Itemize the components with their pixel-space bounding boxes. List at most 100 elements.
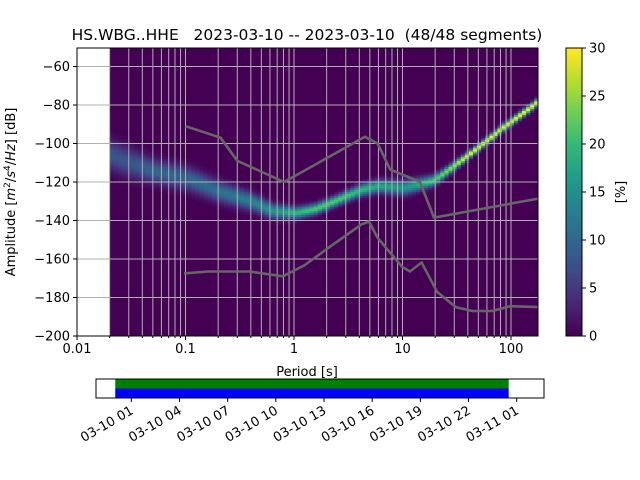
pdf-cell [375,180,380,183]
pdf-cell [195,191,200,194]
pdf-cell [154,151,159,154]
pdf-cell [187,185,192,189]
pdf-cell [113,162,119,165]
pdf-cell [134,166,139,169]
pdf-cell [134,160,139,164]
pdf-cell [117,133,123,137]
pdf-cell [113,170,119,173]
pdf-cell [203,172,208,175]
pdf-cell [277,216,282,219]
pdf-cell [191,183,196,187]
pdf-cell [154,185,159,189]
pdf-cell [179,180,184,183]
colorbar-segment [566,204,582,208]
pdf-cell [526,101,531,104]
pdf-cell [387,195,392,198]
pdf-cell [211,170,217,173]
colorbar-segment [566,291,582,295]
colorbar-segment [566,213,582,217]
pdf-cell [305,201,311,204]
pdf-cell [142,147,147,150]
pdf-cell [158,156,164,160]
pdf-cell [117,174,123,177]
pdf-cell [142,158,147,162]
colorbar-segment [566,228,582,232]
pdf-cell [121,151,127,154]
pdf-cell [305,218,311,221]
pdf-cell [125,151,131,154]
pdf-cell [146,168,151,171]
pdf-cell [146,185,151,189]
pdf-cell [158,153,164,156]
pdf-cell [305,207,311,210]
colorbar-segment [566,123,582,127]
pdf-cell [301,218,306,221]
pdf-cell [366,183,372,187]
pdf-cell [179,156,184,160]
pdf-cell [309,205,315,208]
pdf-cell [456,160,462,164]
pdf-cell [146,178,151,181]
pdf-cell [179,176,184,179]
pdf-cell [317,210,323,214]
pdf-cell [289,203,294,206]
pdf-cell [305,203,311,206]
pdf-cell [179,185,184,189]
pdf-cell [219,197,225,200]
pdf-cell [195,193,200,196]
pdf-cell [211,187,217,190]
pdf-cell [501,124,506,127]
pdf-cell [277,203,282,206]
pdf-cell [268,214,274,217]
pdf-cell [436,185,441,189]
pdf-cell [370,193,376,196]
pdf-cell [158,174,164,177]
pdf-cell [236,191,241,194]
pdf-cell [228,180,233,183]
pdf-cell [117,156,123,160]
pdf-cell [326,197,331,200]
pdf-cell [489,141,494,144]
colorbar-segment [566,237,582,241]
colorbar-segment [566,108,582,112]
pdf-cell [146,162,151,165]
pdf-cell [170,168,176,171]
pdf-cell [256,203,262,206]
pdf-cell [240,185,245,189]
pdf-cell [232,195,237,198]
pdf-cell [109,158,115,162]
pdf-cell [399,187,404,190]
pdf-cell [407,193,413,196]
pdf-cell [285,214,290,217]
pdf-cell [338,195,343,198]
pdf-cell [424,172,429,175]
pdf-cell [473,145,478,148]
pdf-cell [109,155,115,158]
pdf-cell [436,180,441,183]
pdf-cell [277,210,282,214]
pdf-cell [109,153,115,156]
pdf-cell [444,168,449,171]
pdf-cell [134,162,139,165]
pdf-cell [321,208,327,212]
colorbar-segment [566,156,582,160]
pdf-cell [428,180,433,183]
pdf-cell [158,158,164,162]
pdf-cell [256,197,262,200]
pdf-cell [419,174,425,177]
pdf-cell [436,172,441,175]
pdf-cell [219,182,225,185]
pdf-cell [203,191,208,194]
pdf-cell [293,218,298,221]
pdf-cell [223,187,229,190]
pdf-cell [228,185,233,189]
pdf-cell [203,195,208,198]
pdf-cell [260,207,266,210]
pdf-cell [334,205,339,208]
pdf-cell [448,174,453,177]
pdf-cell [138,155,143,158]
pdf-cell [211,197,217,200]
pdf-cell [391,191,396,194]
pdf-cell [477,149,482,152]
pdf-cell [473,143,478,146]
